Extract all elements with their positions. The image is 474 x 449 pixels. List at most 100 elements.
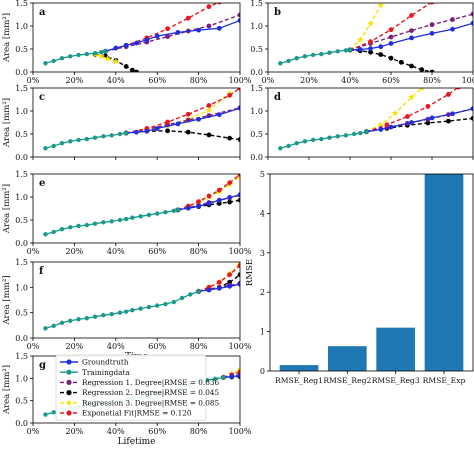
panel-c: 0.0 0.5 1.0 1.5 c Area [mm²] [2, 84, 241, 162]
legend-label: Trainingdata [82, 368, 130, 377]
point-training [43, 232, 48, 237]
point-training [347, 47, 353, 53]
point-reg2 [378, 52, 384, 57]
point-training [343, 48, 349, 53]
point-training [130, 215, 135, 220]
point-training [109, 311, 114, 317]
y-tick-label: 5 [260, 170, 265, 179]
panel-frame [269, 173, 474, 372]
plot-area [43, 3, 240, 72]
y-tick-label: 0.0 [15, 419, 28, 428]
point-exp [409, 13, 414, 18]
y-tick-label: 3 [260, 249, 265, 258]
point-training [51, 58, 56, 64]
x-tick-label: 100% [229, 247, 252, 256]
panel-label: g [39, 360, 46, 371]
point-training [84, 136, 90, 142]
point-training [123, 309, 129, 314]
point-reg3 [356, 36, 364, 43]
point-training [146, 304, 152, 310]
point-training [278, 146, 283, 151]
point-ground [388, 41, 394, 46]
point-reg1 [237, 12, 240, 18]
point-training [130, 307, 135, 313]
x-tick-label: 100% [229, 427, 252, 436]
x-tick-label: 40% [107, 427, 125, 436]
series-line-reg3 [126, 92, 231, 134]
x-tick-label: RMSE_Exp [423, 376, 466, 385]
y-tick-label: 1.0 [250, 22, 263, 31]
y-tick-label: 1.5 [15, 170, 28, 179]
point-training [51, 410, 56, 415]
point-ground [378, 44, 384, 50]
point-training [123, 216, 129, 222]
point-training [101, 313, 106, 318]
point-training [59, 227, 65, 232]
point-training [68, 54, 73, 59]
point-exp [206, 4, 212, 10]
panel-label: d [274, 92, 281, 103]
point-reg2 [134, 69, 139, 72]
x-tick-label: 40% [107, 247, 125, 256]
point-ground [237, 105, 240, 111]
point-ground [229, 374, 235, 379]
point-reg2 [227, 135, 233, 141]
point-reg1 [206, 23, 212, 29]
point-ground [450, 111, 455, 117]
y-tick-label: 0.5 [15, 216, 28, 225]
legend-label: Regression 1. Degree|RMSE = 0.036 [82, 378, 220, 387]
x-tick-label: 100% [229, 76, 252, 85]
point-ground [227, 283, 233, 289]
point-training [84, 316, 90, 321]
point-ground [409, 35, 414, 41]
point-training [99, 50, 104, 55]
point-exp [216, 279, 222, 285]
point-training [117, 131, 123, 137]
point-ground [206, 287, 212, 293]
y-tick-label: 4 [260, 209, 265, 218]
y-tick-label: 1.5 [250, 0, 263, 8]
point-training [76, 317, 81, 322]
y-tick-label: 0.5 [15, 45, 28, 54]
point-reg2 [185, 129, 191, 135]
point-ground [134, 129, 139, 135]
point-training [343, 133, 349, 138]
point-reg3 [112, 57, 120, 65]
point-ground [368, 46, 373, 51]
point-ground [388, 124, 394, 130]
point-ground [154, 33, 160, 39]
panel-b: 0.0 0.5 1.0 1.5 0% 20% 40% 60% 80% 100% b [250, 0, 474, 85]
point-ground [378, 126, 384, 132]
point-training [92, 135, 98, 140]
point-ground [237, 281, 240, 287]
point-training [146, 212, 152, 218]
point-training [84, 222, 90, 228]
point-training [123, 130, 129, 136]
point-training [101, 220, 106, 225]
point-ground [175, 121, 181, 127]
legend-marker [66, 359, 72, 365]
x-tick-label: 0% [27, 247, 40, 256]
point-reg2 [206, 132, 212, 138]
x-tick-label: 80% [190, 247, 208, 256]
point-ground [237, 18, 240, 23]
legend-label: Regression 2. Degree|RMSE = 0.045 [82, 388, 220, 397]
point-exp [368, 39, 373, 45]
series-line-training [280, 49, 351, 64]
point-training [117, 310, 123, 315]
point-training [163, 209, 168, 215]
legend-marker [66, 390, 72, 396]
point-training [221, 375, 226, 380]
point-ground [237, 373, 240, 379]
y-tick-label: 0.5 [15, 397, 28, 406]
point-training [155, 211, 160, 216]
point-exp [425, 104, 431, 109]
legend-marker [66, 369, 72, 375]
y-tick-label: 0.5 [250, 130, 263, 139]
point-ground [206, 201, 212, 206]
x-tick-label: 80% [190, 427, 208, 436]
point-exp [227, 92, 233, 98]
point-exp [217, 3, 222, 5]
series-line-reg3 [349, 4, 382, 51]
